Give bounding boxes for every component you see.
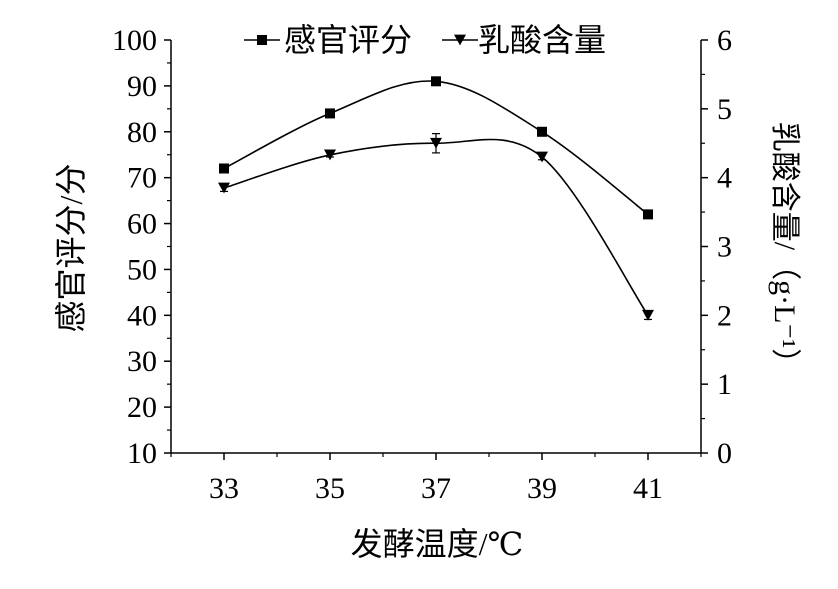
y-right-tick-label: 2 (717, 299, 732, 332)
data-point-triangle (642, 309, 654, 321)
data-point-triangle (324, 149, 336, 161)
x-tick-label: 33 (209, 472, 239, 505)
x-tick-label: 41 (633, 472, 663, 505)
y-left-tick-label: 30 (127, 345, 157, 378)
series-line-2 (223, 138, 649, 316)
x-axis-label: 发酵温度/℃ (351, 526, 524, 562)
legend-marker-square (257, 35, 267, 45)
y-axis-right-label: 乳酸含量/（g·L⁻¹） (768, 122, 801, 378)
series (218, 76, 654, 321)
y-right-tick-label: 4 (717, 162, 732, 195)
legend-label: 感官评分 (284, 22, 412, 58)
data-point-square (537, 126, 547, 137)
y-left-tick-label: 60 (127, 208, 157, 241)
legend-marker-triangle (454, 34, 466, 46)
data-point-triangle (218, 182, 230, 194)
y-right-tick-label: 0 (717, 437, 732, 470)
axes (170, 40, 702, 454)
y-right-tick-label: 3 (717, 231, 732, 264)
data-point-square (219, 163, 229, 174)
y-axis-left-label: 感官评分/分 (53, 164, 89, 333)
y-left-tick-label: 20 (127, 391, 157, 424)
x-tick-label: 35 (315, 472, 345, 505)
y-left-tick-label: 90 (127, 70, 157, 103)
y-right-tick-label: 5 (717, 93, 732, 126)
data-point-square (325, 108, 335, 119)
y-left-tick-label: 10 (127, 437, 157, 470)
legend-label: 乳酸含量 (478, 22, 606, 58)
y-left-tick-label: 50 (127, 253, 157, 286)
y-right-tick-label: 1 (717, 368, 732, 401)
y-right-tick-label: 6 (717, 24, 732, 57)
y-left-tick-label: 70 (127, 162, 157, 195)
data-point-square (643, 209, 653, 220)
data-point-triangle (536, 151, 548, 163)
x-tick-label: 37 (421, 472, 451, 505)
legend: 感官评分 乳酸含量 (244, 22, 606, 58)
y-left-tick-label: 100 (112, 24, 157, 57)
ticks: 33 35 37 39 41 10 20 30 40 50 60 70 80 90 100 0 1 2 3 4 5 6 (112, 24, 732, 505)
data-point-triangle (430, 137, 442, 149)
x-tick-label: 39 (527, 472, 557, 505)
y-left-tick-label: 80 (127, 116, 157, 149)
y-left-tick-label: 40 (127, 299, 157, 332)
data-point-square (431, 76, 441, 87)
